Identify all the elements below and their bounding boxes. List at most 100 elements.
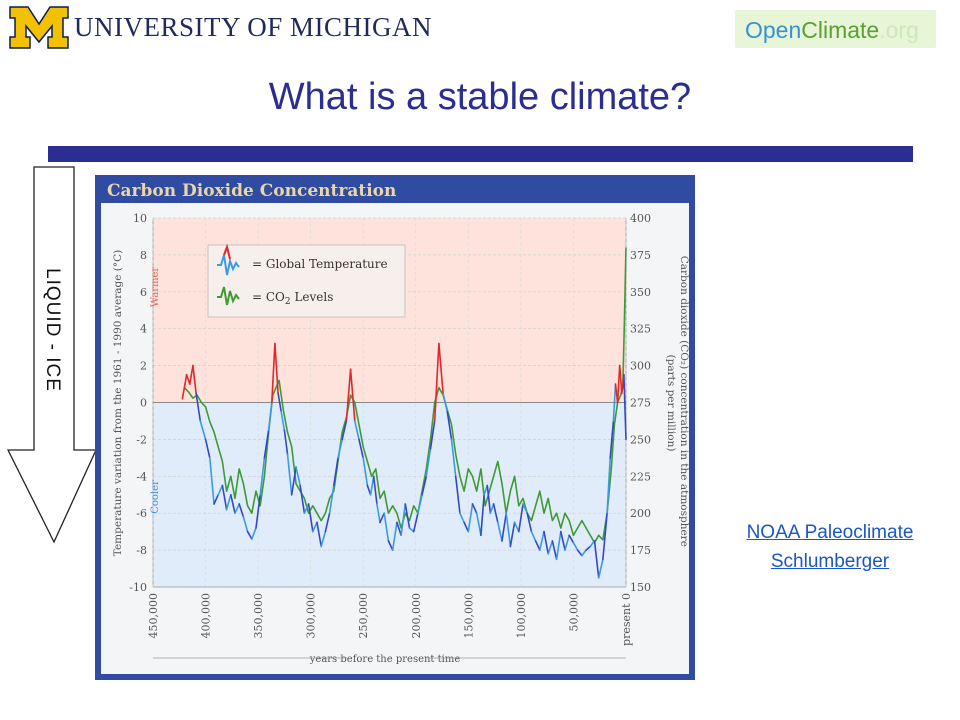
temperature-segment xyxy=(189,364,194,385)
source-links: NOAA Paleoclimate Schlumberger xyxy=(710,518,950,576)
right-axis-title-line: (parts per million) xyxy=(665,355,677,452)
temperature-segment xyxy=(555,530,562,561)
left-tick-label: -4 xyxy=(136,470,147,483)
temperature-segment xyxy=(501,512,508,542)
temperature-segment xyxy=(467,503,474,533)
university-name-text: UNIVERSITY OF MICHIGAN xyxy=(74,12,432,42)
temperature-segment xyxy=(559,530,566,551)
legend-temperature-warm-icon xyxy=(223,243,231,260)
left-axis-title: Temperature variation from the 1961 - 19… xyxy=(112,250,124,556)
temperature-segment xyxy=(522,503,529,515)
temperature-segment xyxy=(597,558,604,579)
temperature-segment xyxy=(181,374,188,400)
temperature-segment xyxy=(534,540,541,551)
cooler-label: Cooler xyxy=(150,480,161,514)
right-tick-label: 150 xyxy=(630,581,651,594)
legend-co2-icon xyxy=(217,286,240,306)
temperature-segment xyxy=(408,527,415,533)
noaa-paleoclimate-link[interactable]: NOAA Paleoclimate xyxy=(746,522,914,543)
schlumberger-link[interactable]: Schlumberger xyxy=(770,551,890,572)
temperature-segment xyxy=(259,457,266,496)
temperature-segment xyxy=(316,521,322,548)
left-tick-label: 4 xyxy=(140,323,147,336)
temperature-segment xyxy=(341,420,348,441)
legend-co2-label: = CO2 Levels xyxy=(252,290,333,307)
temperature-segment xyxy=(204,438,211,459)
chart-title: Carbon Dioxide Concentration xyxy=(107,181,396,201)
temperature-segment xyxy=(438,342,444,395)
temperature-segment xyxy=(564,534,571,551)
temperature-segment xyxy=(442,392,449,413)
temperature-segment xyxy=(246,530,253,540)
temperature-segment xyxy=(480,493,485,537)
temperature-segment xyxy=(417,493,423,515)
temperature-segment xyxy=(400,503,407,537)
warmer-label: Warmer xyxy=(150,267,161,308)
chart-svg: Carbon Dioxide Concentration 10 400 8 375 6 3… xyxy=(101,181,690,674)
temperature-segment xyxy=(209,457,215,505)
left-tick-label: -8 xyxy=(136,544,147,557)
right-tick-label: 400 xyxy=(630,212,651,225)
legend-temperature-icon xyxy=(217,254,240,276)
right-tick-label: 200 xyxy=(630,507,651,520)
temperature-segment xyxy=(616,364,621,404)
x-tick-label: 200,000 xyxy=(410,593,423,639)
temperature-segment xyxy=(459,512,465,524)
temperature-segment xyxy=(387,540,394,551)
temperature-segment xyxy=(581,549,587,557)
temperature-segment xyxy=(612,383,617,422)
temperature-segment xyxy=(369,475,375,496)
right-tick-label: 300 xyxy=(630,360,651,373)
left-tick-label: -6 xyxy=(136,507,147,520)
temperature-segment xyxy=(217,484,224,496)
chart-legend xyxy=(207,244,406,318)
x-tick-label: 50,000 xyxy=(567,593,580,632)
right-tick-label: 175 xyxy=(630,544,651,557)
temperature-segment xyxy=(251,527,257,540)
university-of-michigan-logo: UNIVERSITY OF MICHIGAN xyxy=(8,4,432,50)
temperature-segment xyxy=(307,503,314,533)
down-arrow-icon xyxy=(6,166,98,544)
temperature-segment xyxy=(225,493,232,511)
temperature-segment xyxy=(433,342,440,422)
temperature-segment xyxy=(513,521,520,533)
cool-band xyxy=(153,401,626,587)
x-tick-label: 400,000 xyxy=(200,593,213,639)
temperature-segment xyxy=(271,342,276,404)
temperature-segment xyxy=(618,364,623,395)
temperature-segment xyxy=(192,364,197,395)
temperature-segment xyxy=(568,534,575,544)
temperature-segment xyxy=(526,512,533,533)
temperature-segment xyxy=(379,512,386,524)
right-tick-label: 225 xyxy=(630,470,651,483)
x-tick-label: 300,000 xyxy=(305,593,318,639)
x-tick-label: 250,000 xyxy=(357,593,370,639)
temperature-segment xyxy=(450,438,457,478)
left-tick-label: 2 xyxy=(140,360,147,373)
temperature-segment xyxy=(242,516,249,533)
temperature-segment xyxy=(576,549,583,557)
x-tick-label: present 0 xyxy=(620,593,633,646)
temperature-segment xyxy=(353,420,360,441)
temperature-segment xyxy=(463,521,470,533)
temperature-segment xyxy=(295,466,301,487)
temperature-segment xyxy=(602,512,608,561)
temperature-segment xyxy=(280,410,286,431)
liquid-ice-label: LIQUID - ICE xyxy=(42,268,63,392)
temperature-segment xyxy=(286,453,293,496)
temperature-segment xyxy=(517,503,524,533)
temperature-segment xyxy=(547,540,554,555)
temperature-segment xyxy=(593,540,600,579)
temperature-segment xyxy=(199,420,207,441)
temperature-segment xyxy=(333,457,339,487)
legend-temperature-label: = Global Temperature xyxy=(252,257,388,271)
openclimate-logo-org: .org xyxy=(879,17,919,43)
temperature-segment xyxy=(312,521,318,533)
temperature-segment xyxy=(349,368,356,422)
temperature-segment xyxy=(492,503,499,524)
temperature-segment xyxy=(606,457,612,515)
temperature-segment xyxy=(609,420,615,459)
temperature-segment xyxy=(328,484,335,515)
temperature-segment xyxy=(238,503,245,518)
x-tick-label: 450,000 xyxy=(147,593,160,639)
